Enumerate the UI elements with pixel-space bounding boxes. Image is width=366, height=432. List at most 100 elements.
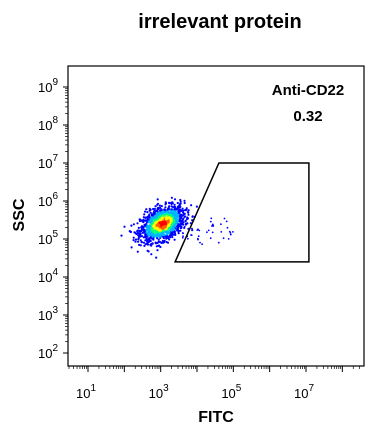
event-dot xyxy=(175,229,178,232)
x-tick-label: 103 xyxy=(149,383,169,401)
event-dot xyxy=(181,222,184,225)
event-dot xyxy=(182,235,184,238)
event-dot xyxy=(164,217,169,221)
event-dot xyxy=(132,223,135,226)
event-dot xyxy=(146,229,149,232)
event-dot xyxy=(186,216,189,219)
event-dot xyxy=(149,211,152,214)
event-dot xyxy=(148,207,151,210)
event-dot xyxy=(128,230,131,233)
event-dot xyxy=(170,233,173,236)
event-dot xyxy=(173,217,177,220)
event-dot xyxy=(182,209,185,212)
event-dot xyxy=(156,213,159,216)
event-dot xyxy=(134,238,138,241)
gate-polygon xyxy=(173,162,310,263)
event-dot xyxy=(149,236,152,239)
x-tick-label: 105 xyxy=(221,383,241,401)
event-dot xyxy=(217,241,220,244)
event-dot xyxy=(197,235,200,238)
event-dot xyxy=(158,234,162,237)
event-dot xyxy=(190,204,193,207)
event-dot xyxy=(142,241,146,244)
x-tick-label: 107 xyxy=(294,383,314,401)
event-dot xyxy=(211,224,214,227)
event-dot xyxy=(146,224,149,227)
event-dot xyxy=(197,238,199,241)
event-dot xyxy=(170,196,173,199)
event-dot xyxy=(140,225,144,228)
event-dot xyxy=(151,229,154,232)
event-dot xyxy=(155,245,158,248)
event-dot xyxy=(179,198,182,202)
event-dot xyxy=(163,214,166,217)
event-dot xyxy=(199,241,201,244)
event-dot xyxy=(150,214,154,217)
event-dot xyxy=(167,206,170,209)
event-dot xyxy=(173,205,176,208)
event-dot xyxy=(220,223,222,226)
y-tick-label: 107 xyxy=(38,153,58,171)
event-dot xyxy=(183,225,186,228)
event-dot xyxy=(176,220,179,223)
event-dot xyxy=(165,240,168,244)
event-dot xyxy=(155,256,158,259)
y-tick-label: 102 xyxy=(38,343,58,361)
event-dot xyxy=(181,232,184,234)
event-dot xyxy=(159,245,162,249)
event-dot xyxy=(167,211,170,214)
event-dot xyxy=(140,229,143,233)
event-dot xyxy=(152,224,156,228)
event-dot xyxy=(171,236,174,239)
event-dot xyxy=(210,217,213,220)
event-dot xyxy=(150,253,153,256)
event-dot xyxy=(158,211,161,214)
event-dot xyxy=(161,234,164,237)
event-dot xyxy=(154,241,157,244)
event-dot xyxy=(173,225,176,228)
event-dot xyxy=(156,218,159,221)
event-dot xyxy=(169,236,172,239)
event-dot xyxy=(138,232,141,235)
event-dot xyxy=(156,230,159,233)
x-axis-label: FITC xyxy=(198,409,234,426)
event-dot xyxy=(156,232,160,236)
event-dot xyxy=(166,208,169,211)
event-dot xyxy=(158,216,162,219)
event-dot xyxy=(137,238,140,241)
event-dot xyxy=(144,210,147,213)
event-dot xyxy=(169,234,172,237)
event-dot xyxy=(146,219,149,222)
event-dot xyxy=(170,202,173,206)
event-dot xyxy=(147,240,150,244)
event-dot xyxy=(174,212,177,215)
event-dot xyxy=(149,221,152,224)
event-dot xyxy=(151,222,154,225)
event-dot xyxy=(157,228,162,232)
event-dot xyxy=(176,215,179,218)
event-dot xyxy=(176,225,179,228)
event-dot xyxy=(139,239,142,242)
event-dot xyxy=(150,233,154,236)
y-tick-label: 106 xyxy=(38,191,58,209)
event-dot xyxy=(123,225,126,228)
event-dot xyxy=(176,213,179,216)
event-dot xyxy=(160,216,164,220)
y-tick-label: 103 xyxy=(38,305,58,323)
event-dot xyxy=(209,220,212,223)
event-dot xyxy=(144,224,147,227)
event-dot xyxy=(147,221,150,224)
event-dot xyxy=(130,246,133,249)
event-dot xyxy=(176,227,179,230)
event-dot xyxy=(179,229,182,232)
event-dot xyxy=(169,229,172,232)
event-dot xyxy=(160,205,163,208)
event-dot xyxy=(145,222,148,225)
event-dot xyxy=(148,234,151,237)
event-dot xyxy=(181,207,184,210)
event-dot xyxy=(173,198,177,201)
event-dot xyxy=(120,234,123,237)
event-dot xyxy=(226,226,229,229)
event-dot xyxy=(191,215,194,218)
event-dot xyxy=(138,243,141,246)
